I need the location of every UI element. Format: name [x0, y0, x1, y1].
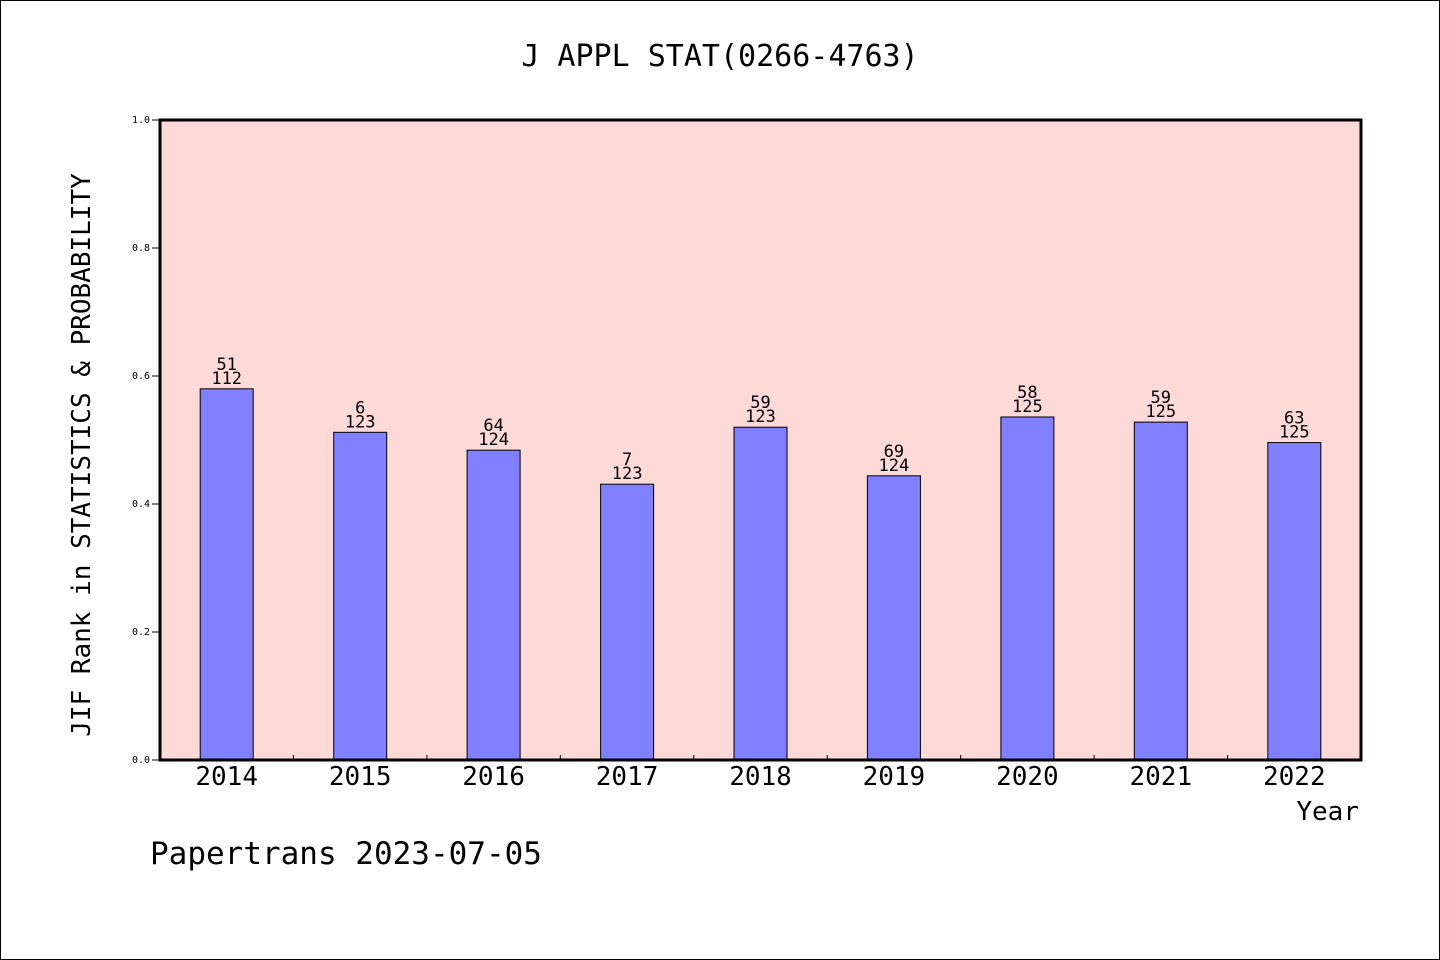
- bar-total-label: 123: [612, 464, 643, 484]
- bar-total-label: 112: [211, 369, 242, 389]
- bar-rank-label: 59: [1151, 388, 1171, 408]
- y-tick-label: 1.0: [132, 115, 150, 126]
- bar-2015: [333, 431, 388, 761]
- bar-2020: [1000, 416, 1055, 761]
- footer-credit: Papertrans 2023-07-05: [150, 836, 542, 872]
- x-tick-label: 2017: [596, 762, 659, 792]
- x-tick-label: 2014: [195, 762, 258, 792]
- x-tick-label: 2020: [996, 762, 1059, 792]
- y-tick-label: 0.8: [132, 243, 150, 254]
- bar-total-label: 125: [1279, 423, 1310, 443]
- x-axis-label: Year: [1296, 797, 1359, 827]
- bar-2022: [1267, 442, 1322, 761]
- bar-total-label: 123: [745, 407, 776, 427]
- bar-total-label: 124: [478, 430, 509, 450]
- ticks-layer: 2014 2015 2016 2017 2018 2019 2020 2021 2022 0.0 0…: [132, 115, 1326, 792]
- bar-2017: [600, 483, 655, 761]
- y-tick-label: 0.2: [132, 627, 150, 638]
- bar-2014: [199, 388, 254, 761]
- bar-rank-label: 7: [622, 450, 632, 470]
- plot-border: [158, 118, 1363, 762]
- bar-rank-label: 64: [483, 416, 503, 436]
- chart-title: J APPL STAT(0266-4763): [521, 39, 918, 74]
- y-axis-label: JIF Rank in STATISTICS & PROBABILITY: [67, 173, 97, 737]
- y-tick-label: 0.6: [132, 371, 150, 382]
- bar-2019: [866, 475, 921, 761]
- x-tick-label: 2022: [1263, 762, 1326, 792]
- y-tick-label: 0.0: [132, 755, 150, 766]
- bar-total-label: 125: [1145, 402, 1176, 422]
- bar-rank-label: 58: [1017, 383, 1037, 403]
- x-tick-label: 2021: [1129, 762, 1192, 792]
- x-tick-label: 2015: [329, 762, 392, 792]
- x-tick-label: 2018: [729, 762, 792, 792]
- x-tick-label: 2016: [462, 762, 525, 792]
- bar-rank-label: 51: [216, 355, 236, 375]
- bar-2018: [733, 426, 788, 761]
- bar-total-label: 125: [1012, 397, 1043, 417]
- bar-rank-label: 59: [750, 393, 770, 413]
- x-tick-label: 2019: [863, 762, 926, 792]
- bar-rank-label: 63: [1284, 409, 1304, 429]
- bar-2021: [1133, 421, 1188, 761]
- bar-2016: [466, 449, 521, 761]
- bar-rank-label: 69: [884, 442, 904, 462]
- bar-rank-label: 6: [355, 398, 365, 418]
- bar-total-label: 124: [879, 456, 910, 476]
- y-tick-label: 0.4: [132, 499, 150, 510]
- bar-total-label: 123: [345, 412, 376, 432]
